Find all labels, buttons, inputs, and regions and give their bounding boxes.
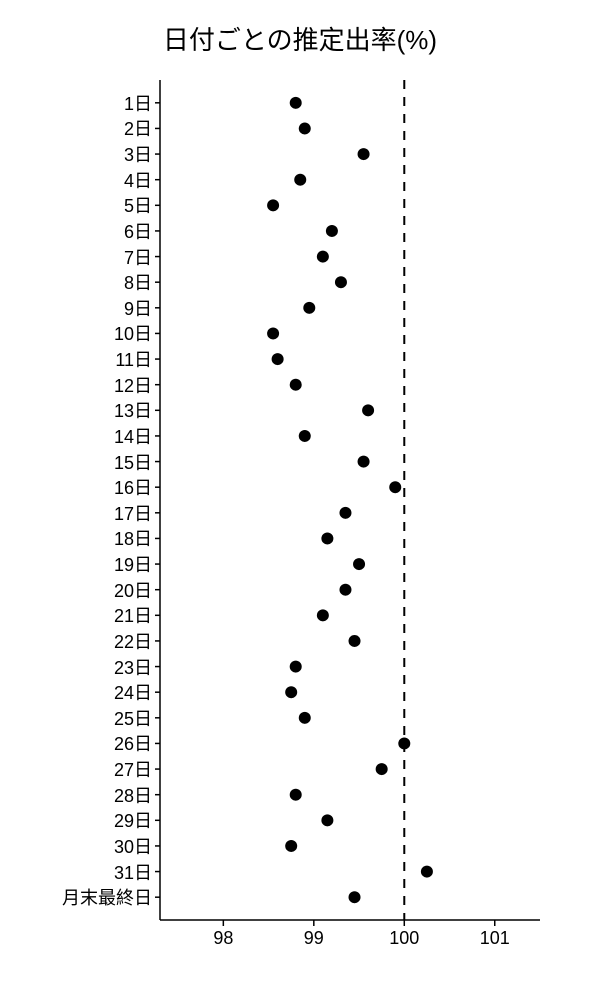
x-tick-label: 99: [304, 928, 324, 949]
data-point: [299, 430, 311, 442]
y-tick-label: 25日: [114, 705, 152, 731]
y-tick-label: 22日: [114, 628, 152, 654]
y-tick-label: 18日: [114, 525, 152, 551]
data-point: [303, 302, 315, 314]
y-tick-label: 24日: [114, 679, 152, 705]
data-point: [290, 379, 302, 391]
y-tick-label: 12日: [114, 372, 152, 398]
y-tick-label: 14日: [114, 423, 152, 449]
x-tick-label: 101: [480, 928, 510, 949]
y-tick-label: 2日: [124, 115, 152, 141]
data-point: [349, 891, 361, 903]
x-tick-label: 98: [213, 928, 233, 949]
data-point: [353, 558, 365, 570]
data-point: [326, 225, 338, 237]
y-tick-label: 7日: [124, 244, 152, 270]
data-point: [290, 661, 302, 673]
data-point: [321, 532, 333, 544]
data-point: [339, 507, 351, 519]
y-tick-label: 16日: [114, 474, 152, 500]
data-point: [389, 481, 401, 493]
plot-area: [160, 80, 540, 920]
y-tick-label: 30日: [114, 833, 152, 859]
y-tick-label: 20日: [114, 577, 152, 603]
data-point: [299, 712, 311, 724]
y-tick-label: 5日: [124, 192, 152, 218]
data-point: [335, 276, 347, 288]
data-point: [290, 97, 302, 109]
data-point: [339, 584, 351, 596]
y-tick-label: 15日: [114, 449, 152, 475]
y-tick-label: 31日: [114, 859, 152, 885]
data-point: [421, 866, 433, 878]
y-tick-label: 26日: [114, 730, 152, 756]
y-tick-label: 月末最終日: [62, 884, 152, 910]
data-point: [290, 789, 302, 801]
data-point: [294, 174, 306, 186]
data-point: [299, 122, 311, 134]
y-tick-label: 4日: [124, 167, 152, 193]
data-point: [267, 327, 279, 339]
chart-title: 日付ごとの推定出率(%): [0, 20, 600, 57]
x-tick-label: 100: [389, 928, 419, 949]
data-point: [398, 737, 410, 749]
y-tick-label: 29日: [114, 807, 152, 833]
y-tick-label: 28日: [114, 782, 152, 808]
y-tick-label: 19日: [114, 551, 152, 577]
data-point: [362, 404, 374, 416]
data-point: [358, 456, 370, 468]
y-tick-label: 10日: [114, 320, 152, 346]
data-point: [317, 251, 329, 263]
y-tick-label: 3日: [124, 141, 152, 167]
data-point: [317, 609, 329, 621]
data-point: [267, 199, 279, 211]
y-tick-label: 11日: [115, 346, 152, 372]
data-point: [272, 353, 284, 365]
chart-container: 日付ごとの推定出率(%) 1日2日3日4日5日6日7日8日9日10日11日12日…: [0, 0, 600, 1000]
data-point: [349, 635, 361, 647]
data-point: [358, 148, 370, 160]
data-point: [285, 686, 297, 698]
y-tick-label: 13日: [114, 397, 152, 423]
data-point: [321, 814, 333, 826]
y-tick-label: 21日: [114, 602, 152, 628]
data-point: [376, 763, 388, 775]
y-tick-label: 1日: [124, 90, 152, 116]
y-tick-label: 9日: [124, 295, 152, 321]
y-tick-label: 27日: [114, 756, 152, 782]
y-tick-label: 17日: [114, 500, 152, 526]
y-tick-label: 8日: [124, 269, 152, 295]
y-tick-label: 23日: [114, 654, 152, 680]
data-point: [285, 840, 297, 852]
y-tick-label: 6日: [124, 218, 152, 244]
